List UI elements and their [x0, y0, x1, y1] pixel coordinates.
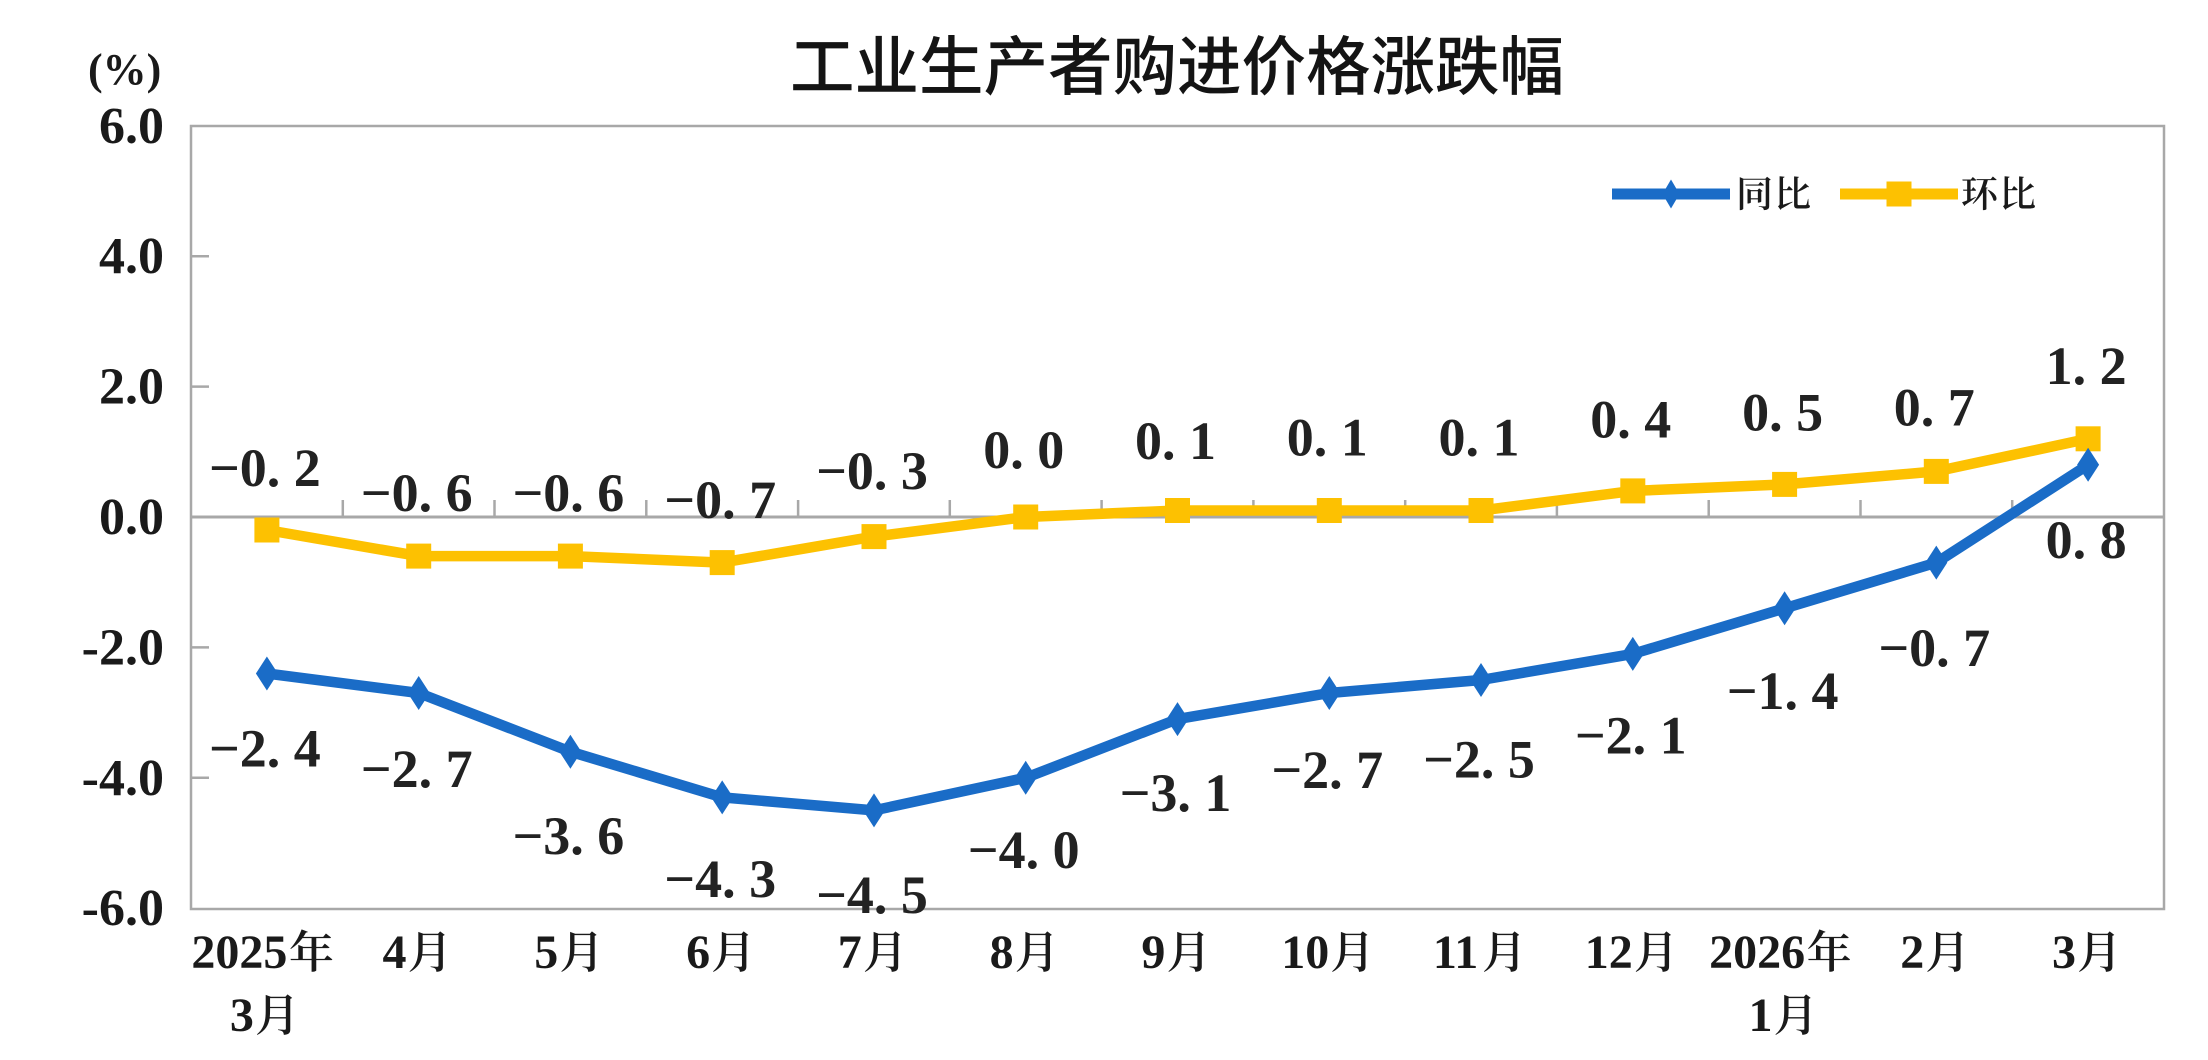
svg-text:−1. 4: −1. 4	[1727, 661, 1839, 721]
svg-text:−0. 6: −0. 6	[513, 463, 625, 523]
svg-text:11: 11	[1433, 926, 1478, 979]
svg-text:3: 3	[2052, 926, 2076, 979]
svg-text:10: 10	[1281, 926, 1329, 979]
svg-text:0. 1: 0. 1	[1439, 408, 1520, 468]
svg-text:3: 3	[230, 989, 254, 1042]
svg-text:−2. 4: −2. 4	[209, 719, 321, 779]
svg-text:−3. 1: −3. 1	[1120, 763, 1232, 823]
svg-text:−2. 7: −2. 7	[1271, 740, 1383, 800]
svg-text:5: 5	[534, 926, 558, 979]
svg-text:9: 9	[1141, 926, 1165, 979]
svg-text:0.0: 0.0	[99, 489, 164, 546]
svg-text:-4.0: -4.0	[82, 750, 164, 807]
svg-text:0. 8: 0. 8	[2046, 510, 2127, 570]
svg-text:2026: 2026	[1709, 926, 1805, 979]
svg-text:6: 6	[686, 926, 710, 979]
svg-text:4.0: 4.0	[99, 228, 164, 285]
svg-text:4: 4	[383, 926, 407, 979]
svg-text:−2. 1: −2. 1	[1575, 706, 1687, 766]
svg-text:0. 1: 0. 1	[1135, 411, 1216, 471]
svg-text:7: 7	[838, 926, 862, 979]
svg-text:−0. 7: −0. 7	[664, 470, 776, 530]
svg-text:1: 1	[1749, 989, 1773, 1042]
svg-text:−2. 7: −2. 7	[361, 739, 473, 799]
svg-text:0. 5: 0. 5	[1742, 382, 1823, 442]
svg-text:−0. 2: −0. 2	[209, 438, 321, 498]
svg-text:0. 7: 0. 7	[1894, 378, 1975, 438]
svg-text:2.0: 2.0	[99, 359, 164, 416]
svg-text:−2. 5: −2. 5	[1423, 730, 1535, 790]
svg-text:−4. 5: −4. 5	[816, 865, 928, 925]
svg-text:1. 2: 1. 2	[2046, 336, 2127, 396]
svg-text:0. 1: 0. 1	[1287, 408, 1368, 468]
svg-text:−0. 3: −0. 3	[816, 441, 928, 501]
svg-text:(%): (%)	[88, 45, 161, 94]
svg-text:0. 4: 0. 4	[1590, 390, 1671, 450]
svg-text:−0. 7: −0. 7	[1878, 618, 1990, 678]
svg-text:12: 12	[1585, 926, 1633, 979]
svg-text:2025: 2025	[191, 926, 287, 979]
svg-text:−0. 6: −0. 6	[361, 463, 473, 523]
svg-text:-2.0: -2.0	[82, 619, 164, 676]
svg-text:−4. 0: −4. 0	[968, 820, 1080, 880]
svg-text:8: 8	[990, 926, 1014, 979]
svg-text:-6.0: -6.0	[82, 880, 164, 937]
svg-text:−3. 6: −3. 6	[513, 806, 625, 866]
svg-text:2: 2	[1900, 926, 1924, 979]
svg-text:0. 0: 0. 0	[983, 420, 1064, 480]
svg-text:6.0: 6.0	[99, 98, 164, 155]
svg-text:−4. 3: −4. 3	[664, 849, 776, 909]
